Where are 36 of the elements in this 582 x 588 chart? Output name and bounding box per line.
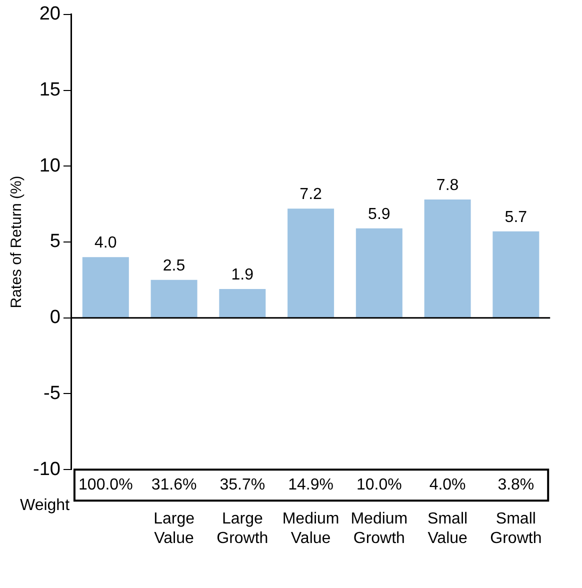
- y-tick-label: -5: [44, 382, 60, 404]
- y-tick-label: 5: [50, 231, 60, 252]
- y-axis-title: Rates of Return (%): [8, 176, 26, 308]
- text: 10.0%: [356, 476, 402, 494]
- text: 31.6%: [151, 476, 197, 494]
- x-tick-label: Large Growth: [216, 510, 268, 547]
- data-label: 1.9: [231, 266, 254, 284]
- bar: [424, 200, 471, 318]
- data-label: 4.0: [94, 234, 117, 252]
- bar: [492, 231, 540, 318]
- data-label: 2.5: [162, 257, 186, 274]
- y-tick-label: -10: [32, 458, 60, 480]
- x-tick-label: Small Value: [428, 510, 468, 547]
- y-tick-label: 15: [39, 80, 60, 100]
- data-label: 7.8: [436, 176, 459, 194]
- y-tick-label: 10: [39, 155, 60, 176]
- text: 3.8%: [498, 476, 534, 494]
- y-tick-label: 0: [50, 307, 60, 328]
- text: 35.7%: [220, 476, 266, 494]
- x-tick-label: Medium Value: [282, 510, 340, 547]
- text: Weight: [20, 497, 70, 514]
- data-label: 7.2: [300, 186, 322, 204]
- bar: [219, 289, 266, 318]
- bar: [82, 257, 129, 318]
- text: 4.0%: [429, 476, 466, 494]
- data-label: 5.7: [504, 208, 528, 226]
- x-tick-label: Small Growth: [490, 510, 542, 547]
- bar: [150, 280, 198, 318]
- y-tick-label: 20: [39, 4, 60, 25]
- bar: [288, 208, 334, 318]
- x-tick-label: Large Value: [154, 510, 195, 547]
- data-label: 5.9: [368, 206, 390, 223]
- text: 14.9%: [288, 476, 334, 494]
- text: 100.0%: [78, 476, 133, 494]
- bar: [356, 228, 402, 318]
- x-tick-label: Medium Growth: [350, 510, 408, 547]
